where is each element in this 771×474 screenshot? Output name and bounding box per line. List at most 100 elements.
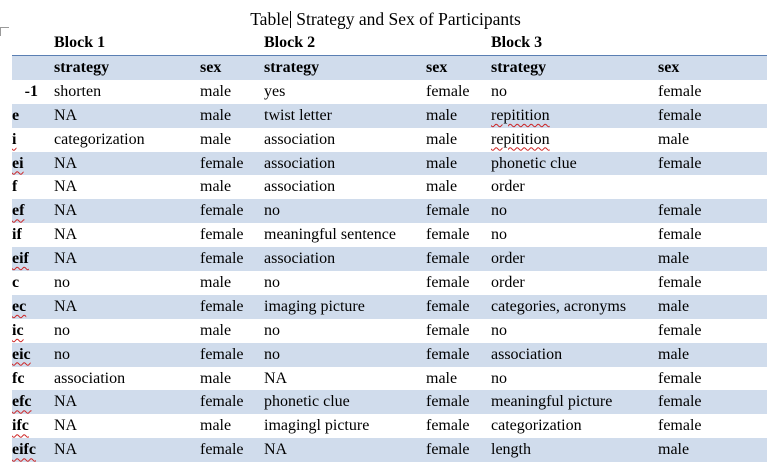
block-3-sex-cell: female xyxy=(658,274,702,292)
block-1-strategy-cell: NA xyxy=(54,417,78,435)
table-row: ei NA female association male phonetic clue fe… xyxy=(12,151,767,176)
block-1-sex-cell: male xyxy=(200,130,232,148)
block-2-strategy-cell: association xyxy=(264,250,336,268)
participant-id: e xyxy=(12,106,20,124)
text-cursor xyxy=(289,11,291,28)
block-2-strategy-cell: association xyxy=(264,178,336,196)
block-3-sex-cell: female xyxy=(658,417,702,435)
block-header-row: Block 1 Block 2 Block 3 xyxy=(12,31,767,55)
block-1-sex-cell: male xyxy=(200,82,232,100)
block-3-strategy-cell: no xyxy=(491,202,507,220)
block-1-sex-cell: male xyxy=(200,106,232,124)
participant-id: ec xyxy=(12,297,27,315)
block-3-sex-cell: female xyxy=(658,321,702,339)
block-1-sex-cell: female xyxy=(200,154,244,172)
block-1-sex-cell: female xyxy=(200,297,244,315)
block-1-strategy-cell: NA xyxy=(54,250,78,268)
block-1-strategy-cell: categorization xyxy=(54,130,145,148)
block-1-strategy-cell: NA xyxy=(54,297,78,315)
col-header-sex-3: sex xyxy=(658,59,680,76)
table-row: ef NA female no female no female xyxy=(12,199,767,224)
participant-id: eif xyxy=(12,250,29,268)
participant-id: -1 xyxy=(24,82,38,100)
col-header-sex-1: sex xyxy=(200,59,222,76)
page-corner-mark xyxy=(0,27,9,36)
participant-id: ic xyxy=(12,321,24,339)
table-row: i categorization male association male repiti… xyxy=(12,128,767,152)
table-row: eif NA female association female order male xyxy=(12,247,767,272)
block-1-sex-cell: female xyxy=(200,441,244,459)
participant-id: ef xyxy=(12,202,25,220)
block-2-strategy-cell: no xyxy=(264,321,280,339)
block-3-sex-cell: female xyxy=(658,154,702,172)
block-1-strategy-cell: NA xyxy=(54,106,78,124)
block-3-strategy-cell: repitition xyxy=(491,106,550,124)
block-2-sex-cell: male xyxy=(426,178,458,196)
block-3-sex-cell: male xyxy=(658,441,690,459)
block-3-strategy-cell: no xyxy=(491,369,507,387)
table-row: -1 shorten male yes female no female xyxy=(12,80,767,104)
table-row: fc association male NA male no female xyxy=(12,367,767,391)
block-1-sex-cell: male xyxy=(200,274,232,292)
block-1-strategy-cell: NA xyxy=(54,178,78,196)
participant-id: c xyxy=(12,274,20,292)
block-2-sex-cell: female xyxy=(426,441,470,459)
block-2-sex-cell: female xyxy=(426,226,470,244)
block-1-strategy-cell: NA xyxy=(54,154,78,172)
block-2-sex-cell: male xyxy=(426,130,458,148)
block-1-sex-cell: female xyxy=(200,202,244,220)
block-3-sex-cell: male xyxy=(658,250,690,268)
block-3-strategy-cell: repitition xyxy=(491,130,550,148)
block-3-strategy-cell: categorization xyxy=(491,417,582,435)
table-row: ifc NA male imagingl picture female categoriz… xyxy=(12,414,767,438)
block-2-strategy-cell: no xyxy=(264,345,280,363)
participant-id: fc xyxy=(12,369,25,387)
block-2-strategy-cell: NA xyxy=(264,369,288,387)
block-3-strategy-cell: order xyxy=(491,178,525,196)
table-row: ec NA female imaging picture female categorie… xyxy=(12,294,767,319)
block-1-sex-cell: female xyxy=(200,393,244,411)
col-header-strategy-3: strategy xyxy=(491,59,547,76)
block-1-sex-cell: female xyxy=(200,250,244,268)
table-row: eifc NA female NA female length male xyxy=(12,438,767,463)
block-2-strategy-cell: phonetic clue xyxy=(264,393,350,411)
block-2-sex-cell: female xyxy=(426,274,470,292)
participant-id: i xyxy=(12,130,17,148)
block-1-sex-cell: male xyxy=(200,417,232,435)
block-3-strategy-cell: no xyxy=(491,321,507,339)
block-1-sex-cell: male xyxy=(200,369,232,387)
block-2-sex-cell: female xyxy=(426,321,470,339)
block-3-strategy-cell: meaningful picture xyxy=(491,393,613,411)
block-3-sex-cell: female xyxy=(658,202,702,220)
block-1-strategy-cell: NA xyxy=(54,226,78,244)
column-header-row: strategy sex strategy sex strategy sex xyxy=(12,55,767,80)
table-row: eic no female no female association male xyxy=(12,342,767,367)
table-row: ic no male no female no female xyxy=(12,319,767,343)
participant-id: eifc xyxy=(12,441,36,459)
block-1-strategy-cell: no xyxy=(54,321,70,339)
block-2-sex-cell: female xyxy=(426,82,470,100)
block-1-strategy-cell: no xyxy=(54,345,70,363)
block-2-strategy-cell: no xyxy=(264,202,280,220)
block-1-strategy-cell: no xyxy=(54,274,70,292)
block-2-strategy-cell: twist letter xyxy=(264,106,332,124)
block-2-strategy-cell: meaningful sentence xyxy=(264,226,396,244)
block-1-strategy-cell: shorten xyxy=(54,82,102,100)
block-1-sex-cell: female xyxy=(200,345,244,363)
block-1-sex-cell: male xyxy=(200,178,232,196)
block-3-sex-cell: female xyxy=(658,82,702,100)
block-1-header: Block 1 xyxy=(54,34,106,51)
table-row: e NA male twist letter male repitition female xyxy=(12,103,767,128)
col-header-strategy-2: strategy xyxy=(264,59,320,76)
block-2-sex-cell: female xyxy=(426,297,470,315)
strategy-sex-table: Block 1 Block 2 Block 3 strategy sex str… xyxy=(12,31,767,463)
participant-id: if xyxy=(12,226,22,244)
block-3-sex-cell: female xyxy=(658,393,702,411)
block-3-strategy-cell: categories, acronyms xyxy=(491,297,627,315)
block-3-sex-cell: female xyxy=(658,226,702,244)
block-3-sex-cell: male xyxy=(658,297,690,315)
block-1-sex-cell: female xyxy=(200,226,244,244)
block-2-sex-cell: male xyxy=(426,369,458,387)
table-caption[interactable]: Table Strategy and Sex of Participants xyxy=(0,9,771,30)
block-3-sex-cell: female xyxy=(658,106,702,124)
